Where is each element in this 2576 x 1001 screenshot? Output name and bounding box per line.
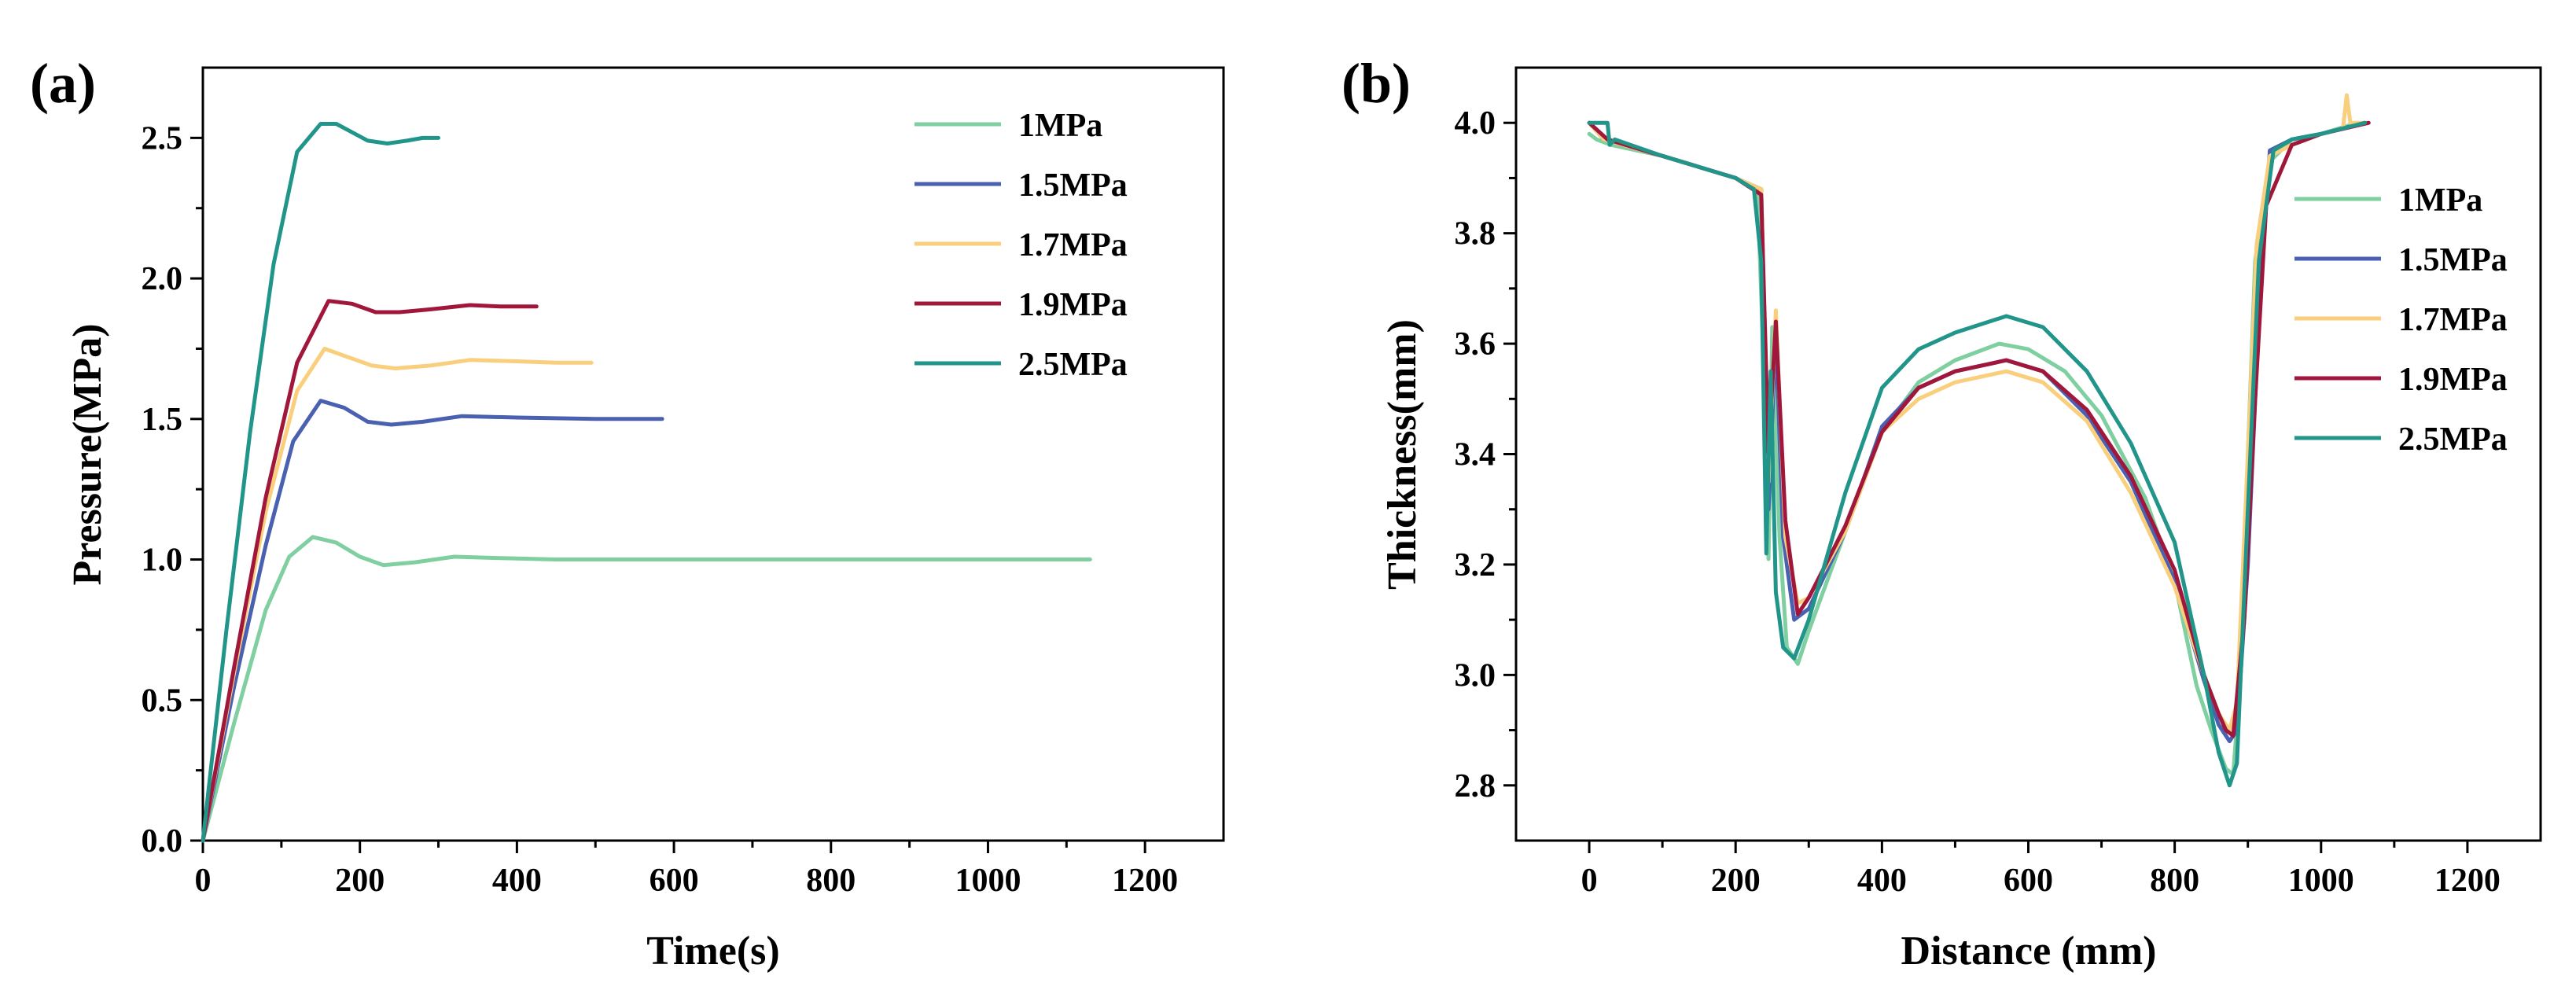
- y-axis-title: Pressure(MPa): [65, 323, 110, 585]
- panel-a-label: (a): [30, 52, 96, 115]
- x-tick-label: 1200: [2434, 863, 2501, 899]
- y-tick-label: 2.0: [142, 261, 183, 297]
- legend-label: 1.5MPa: [1018, 167, 1128, 204]
- y-tick-label: 3.4: [1455, 437, 1496, 473]
- legend: 1MPa 1.5MPa 1.7MPa 1.9MPa 2.5MPa: [914, 108, 1128, 383]
- x-tick-label: 400: [492, 863, 542, 899]
- y-tick-label: 1.5: [142, 402, 183, 438]
- y-tick-label: 3.8: [1455, 216, 1496, 252]
- y-tick-label: 0.0: [142, 823, 183, 859]
- series-line: [201, 399, 664, 843]
- legend-label: 1.5MPa: [2398, 242, 2508, 278]
- x-axis: 0 200 400 600 800 1000 1200: [1581, 841, 2501, 899]
- x-tick-label: 1000: [2288, 863, 2354, 899]
- x-axis: 0 200 400 600 800 1000 1200: [195, 841, 1178, 899]
- legend-label: 1.9MPa: [2398, 362, 2508, 398]
- y-axis: 0.0 0.5 1.0 1.5 2.0 2.5: [142, 120, 203, 859]
- x-tick-label: 400: [1857, 863, 1907, 899]
- y-tick-label: 0.5: [142, 683, 183, 719]
- x-tick-label: 600: [650, 863, 699, 899]
- x-tick-label: 0: [195, 863, 212, 899]
- series-line: [1587, 93, 2368, 733]
- x-axis-title: Time(s): [646, 929, 779, 973]
- legend-label: 2.5MPa: [1018, 347, 1128, 383]
- y-tick-label: 2.5: [142, 120, 183, 156]
- y-tick-label: 3.6: [1455, 326, 1496, 362]
- series-line: [201, 122, 440, 843]
- series-line: [201, 299, 539, 843]
- y-tick-label: 3.2: [1455, 547, 1496, 583]
- x-tick-label: 800: [806, 863, 856, 899]
- x-tick-label: 0: [1581, 863, 1598, 899]
- series-group: [1587, 93, 2371, 788]
- plot-frame: [1514, 66, 2542, 842]
- legend-label: 1MPa: [1018, 108, 1102, 144]
- pressure-time-chart: (a) 0 200 400 600 800 1000 1200 0.0 0.5 1.0 1.5 2.…: [30, 52, 1225, 973]
- series-line: [201, 535, 1092, 843]
- y-tick-label: 1.0: [142, 543, 183, 579]
- x-tick-label: 200: [1711, 863, 1761, 899]
- x-tick-label: 1200: [1112, 863, 1178, 899]
- x-tick-label: 200: [335, 863, 385, 899]
- legend-label: 1MPa: [2398, 182, 2482, 219]
- series-line: [1587, 120, 2368, 788]
- panel-b-label: (b): [1341, 52, 1411, 115]
- legend-label: 1.7MPa: [2398, 302, 2508, 338]
- series-group: [201, 122, 1092, 843]
- legend-label: 1.9MPa: [1018, 287, 1128, 323]
- y-tick-label: 3.0: [1455, 657, 1496, 694]
- y-tick-label: 4.0: [1455, 105, 1496, 142]
- legend-label: 2.5MPa: [2398, 421, 2508, 458]
- y-tick-label: 2.8: [1455, 768, 1496, 804]
- series-line: [201, 347, 594, 843]
- x-axis-title: Distance (mm): [1901, 929, 2157, 973]
- plot-frame: [201, 66, 1225, 842]
- thickness-distance-chart: (b) 0 200 400 600 800 1000 1200 2.8 3.0 3.2 3.4 3.…: [1341, 52, 2542, 973]
- y-axis-title: Thickness(mm): [1380, 319, 1425, 590]
- legend: 1MPa 1.5MPa 1.7MPa 1.9MPa 2.5MPa: [2294, 182, 2508, 458]
- x-tick-label: 1000: [955, 863, 1021, 899]
- y-axis: 2.8 3.0 3.2 3.4 3.6 3.8 4.0: [1455, 105, 1516, 804]
- legend-label: 1.7MPa: [1018, 227, 1128, 263]
- x-tick-label: 800: [2150, 863, 2199, 899]
- x-tick-label: 600: [2004, 863, 2053, 899]
